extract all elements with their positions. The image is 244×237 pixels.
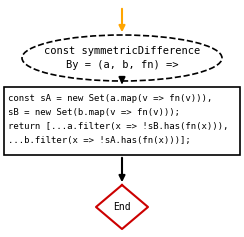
Text: const sA = new Set(a.map(v => fn(v))),: const sA = new Set(a.map(v => fn(v))), — [8, 94, 212, 102]
Text: const symmetricDifference: const symmetricDifference — [44, 46, 200, 56]
Text: ...b.filter(x => !sA.has(fn(x)))];: ...b.filter(x => !sA.has(fn(x)))]; — [8, 136, 191, 145]
Text: By = (a, b, fn) =>: By = (a, b, fn) => — [66, 60, 178, 70]
Polygon shape — [96, 185, 148, 229]
Ellipse shape — [22, 35, 222, 81]
Bar — [4, 87, 240, 155]
Text: return [...a.filter(x => !sB.has(fn(x))),: return [...a.filter(x => !sB.has(fn(x)))… — [8, 122, 228, 131]
Text: End: End — [113, 202, 131, 212]
Text: sB = new Set(b.map(v => fn(v)));: sB = new Set(b.map(v => fn(v))); — [8, 108, 180, 117]
